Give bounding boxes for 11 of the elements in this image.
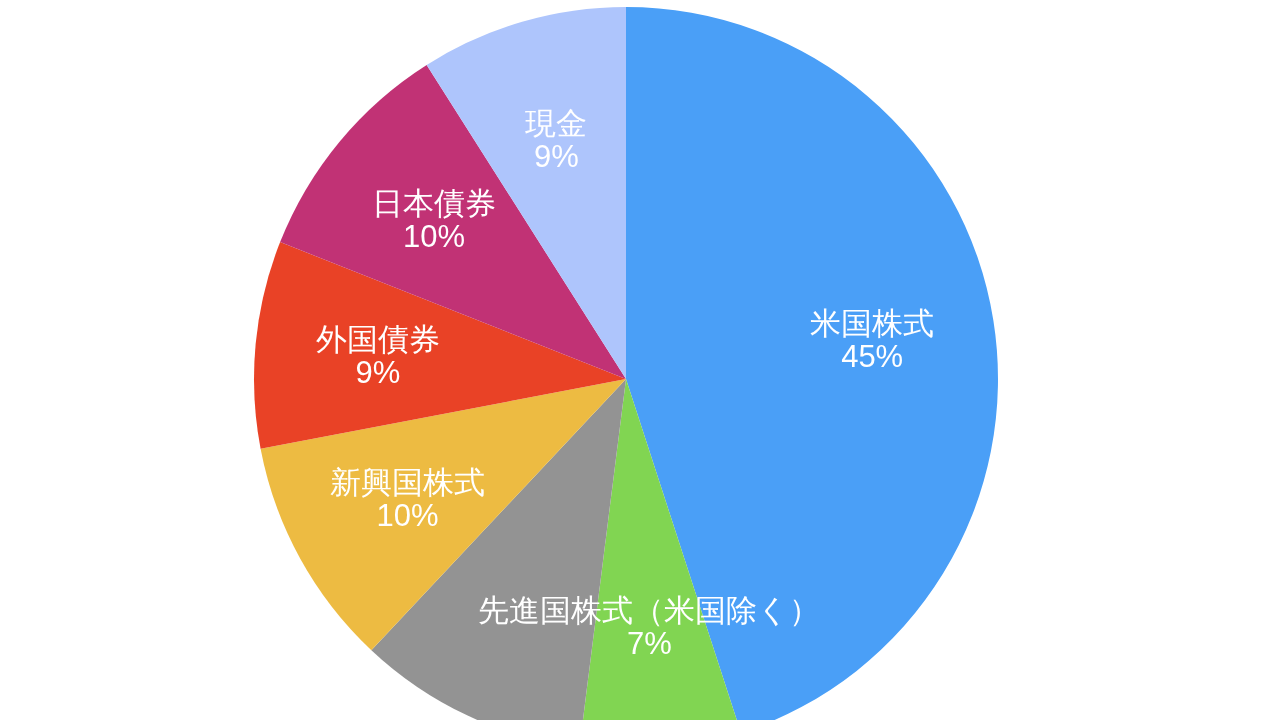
slice-label: 現金 xyxy=(525,105,588,141)
slice-label: 新興国株式 xyxy=(330,465,486,501)
data-label: 10% xyxy=(376,498,439,534)
slice-label: 日本債券 xyxy=(371,186,496,222)
slice-label: 米国株式 xyxy=(810,306,935,342)
data-label: 7% xyxy=(627,626,672,662)
data-label: 10% xyxy=(402,219,465,255)
slice-label: 外国債券 xyxy=(315,321,440,357)
data-label: 45% xyxy=(841,339,904,375)
data-label: 9% xyxy=(355,354,401,390)
data-label: 9% xyxy=(534,138,579,174)
